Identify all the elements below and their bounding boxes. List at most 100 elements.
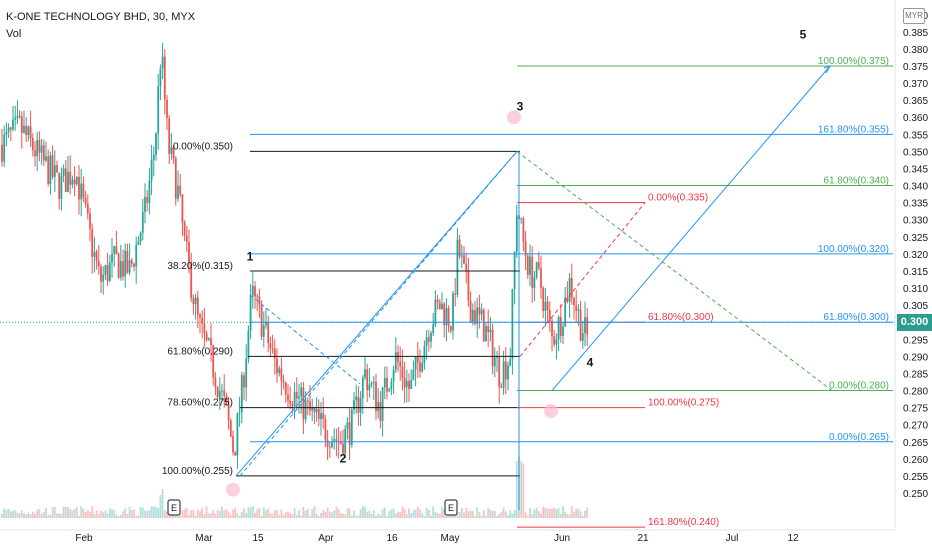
price-tick-label: 0.290 xyxy=(903,352,928,363)
volume-bar xyxy=(364,507,366,518)
candle-body xyxy=(511,289,514,360)
volume-bar xyxy=(526,515,529,518)
candle-body xyxy=(269,343,272,349)
candle-body xyxy=(350,409,353,445)
volume-bar xyxy=(427,509,430,518)
volume-bar xyxy=(38,509,41,518)
candle-body xyxy=(247,330,250,359)
volume-bar xyxy=(430,515,432,518)
volume-bar xyxy=(392,508,395,518)
candle-body xyxy=(159,68,162,87)
volume-bar xyxy=(397,511,399,518)
candle-body xyxy=(82,183,85,198)
candle-body xyxy=(445,308,448,326)
candle-body xyxy=(326,439,329,447)
volume-bar xyxy=(322,509,325,518)
volume-bar xyxy=(23,513,25,518)
candle-body xyxy=(161,56,164,69)
volume-bar xyxy=(89,511,91,518)
volume-bar xyxy=(75,506,78,518)
candle-body xyxy=(496,356,498,358)
candle-body xyxy=(548,309,551,321)
volume-bar xyxy=(271,513,274,518)
candle-body xyxy=(168,118,171,154)
volume-bar xyxy=(108,508,111,518)
candle-body xyxy=(157,86,160,134)
candle-body xyxy=(295,392,298,399)
volume-bar xyxy=(183,508,186,518)
price-tick-label: 0.260 xyxy=(903,455,928,466)
candle-body xyxy=(441,303,443,310)
volume-bar xyxy=(432,506,435,518)
candle-body xyxy=(95,251,98,262)
candle-body xyxy=(276,358,278,374)
candle-body xyxy=(416,356,419,363)
candle-body xyxy=(311,407,314,411)
candle-body xyxy=(56,165,58,173)
candle-body xyxy=(522,218,525,242)
volume-bar xyxy=(95,510,98,518)
volume-indicator-label[interactable]: Vol xyxy=(6,28,22,40)
volume-bar xyxy=(573,511,575,518)
candle-body xyxy=(401,366,404,379)
price-tick-label: 0.380 xyxy=(903,45,928,56)
volume-bar xyxy=(12,510,14,518)
volume-bar xyxy=(155,507,157,518)
candle-body xyxy=(348,422,351,445)
volume-bar xyxy=(542,506,545,518)
candle-body xyxy=(509,359,512,366)
candle-body xyxy=(535,262,538,278)
candle-body xyxy=(504,361,507,380)
volume-bar xyxy=(390,509,393,518)
volume-bar xyxy=(14,510,17,518)
candle-body xyxy=(172,147,175,159)
volume-bar xyxy=(5,509,8,518)
candle-body xyxy=(240,375,243,413)
wave-projection-green xyxy=(516,151,833,391)
volume-bar xyxy=(474,515,476,518)
time-tick-label: Apr xyxy=(318,533,334,544)
volume-bar xyxy=(31,511,34,518)
candle-body xyxy=(410,379,413,389)
candle-body xyxy=(1,144,3,162)
volume-bar xyxy=(311,509,314,518)
volume-bar xyxy=(126,513,129,518)
candle-body xyxy=(284,382,287,395)
candle-body xyxy=(225,395,228,405)
candle-body xyxy=(80,183,83,200)
volume-bar xyxy=(410,513,413,518)
last-price-tag: 0.300 xyxy=(897,314,932,331)
candle-body xyxy=(392,369,395,382)
volume-bar xyxy=(546,508,549,518)
volume-bar xyxy=(544,507,547,518)
candle-body xyxy=(238,412,241,414)
volume-bar xyxy=(419,509,421,518)
price-tick-label: 0.320 xyxy=(903,250,928,261)
candle-body xyxy=(199,314,201,318)
volume-bar xyxy=(557,507,560,518)
candle-body xyxy=(207,338,210,340)
candle-body xyxy=(553,336,556,345)
candle-body xyxy=(302,387,305,420)
wave-trend-up-dashed xyxy=(239,151,518,477)
currency-button[interactable]: MYR xyxy=(903,8,925,24)
candle-body xyxy=(573,297,575,306)
volume-bar xyxy=(269,513,272,518)
candle-body xyxy=(460,255,463,257)
candle-body xyxy=(249,295,252,331)
candle-body xyxy=(463,255,465,265)
candle-body xyxy=(317,409,320,419)
candle-body xyxy=(14,117,17,120)
time-tick-label: May xyxy=(441,533,460,544)
volume-bar xyxy=(128,506,131,518)
volume-bar xyxy=(225,508,228,518)
price-tick-label: 0.310 xyxy=(903,284,928,295)
candle-body xyxy=(214,377,217,388)
candle-body xyxy=(245,358,248,388)
volume-bar xyxy=(586,507,589,518)
candle-body xyxy=(251,286,254,296)
candle-body xyxy=(133,263,135,267)
volume-bar xyxy=(196,509,199,518)
